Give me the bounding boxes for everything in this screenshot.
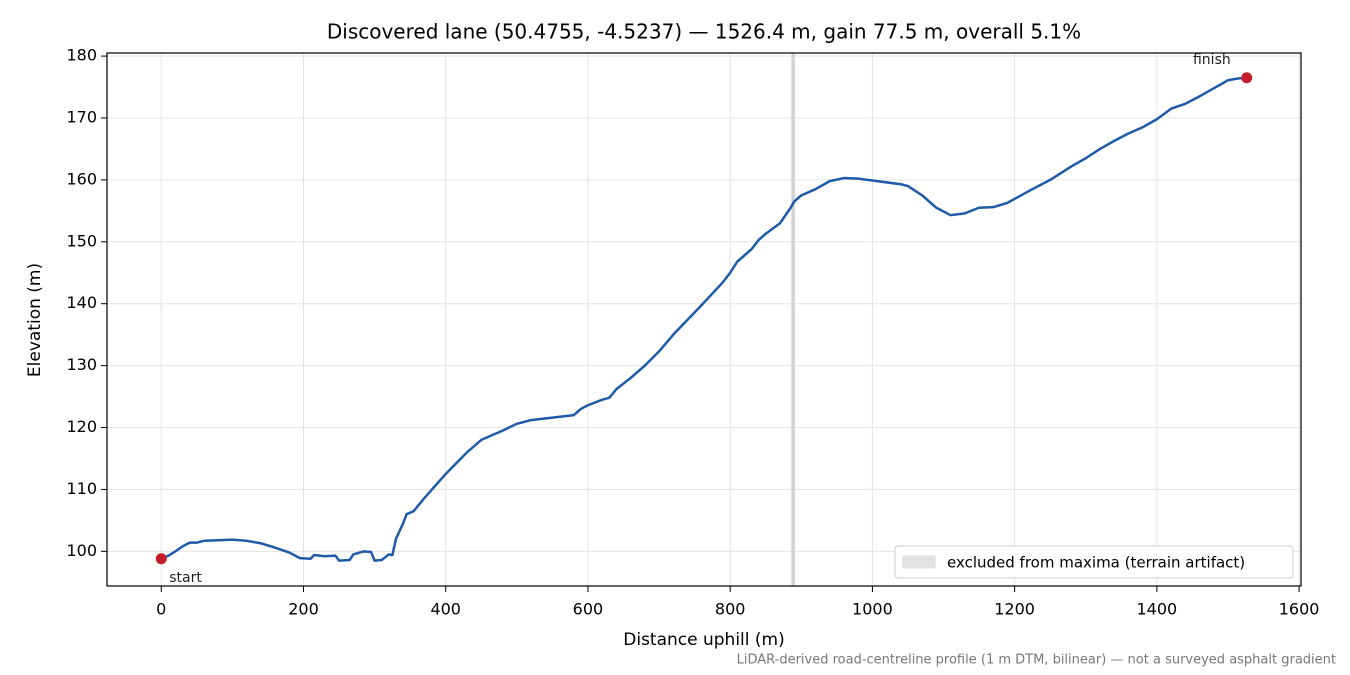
- legend-box: [894, 545, 1294, 579]
- legend-label: excluded from maxima (terrain artifact): [947, 554, 1245, 572]
- legend-swatch: [902, 555, 936, 569]
- endpoint-marker: [1241, 72, 1253, 84]
- y-tick-label: 170: [66, 108, 97, 127]
- chart-title: Discovered lane (50.4755, -4.5237) — 152…: [327, 20, 1081, 44]
- elevation-line: [160, 76, 1247, 562]
- y-tick-label: 160: [66, 169, 97, 188]
- y-tick-label: 120: [66, 417, 97, 436]
- y-tick-label: 140: [66, 293, 97, 312]
- x-tick-label: 1000: [852, 600, 893, 619]
- x-tick-label: 600: [573, 600, 604, 619]
- y-tick-label: 110: [66, 479, 97, 498]
- x-tick-label: 0: [156, 600, 166, 619]
- footnote: LiDAR-derived road-centreline profile (1…: [737, 653, 1336, 668]
- endpoint-label: finish: [1193, 52, 1231, 68]
- excluded-span: [791, 53, 795, 586]
- y-axis-label: Elevation (m): [25, 263, 45, 377]
- x-tick-label: 1600: [1279, 600, 1320, 619]
- x-tick-label: 1400: [1136, 600, 1177, 619]
- y-tick-label: 150: [66, 231, 97, 250]
- x-tick-label: 800: [715, 600, 746, 619]
- y-tick-label: 100: [66, 541, 97, 560]
- endpoint-marker: [155, 553, 167, 565]
- x-tick-label: 400: [430, 600, 461, 619]
- y-tick-label: 180: [66, 46, 97, 65]
- plot-frame: [106, 52, 1302, 587]
- y-tick-label: 130: [66, 355, 97, 374]
- endpoint-label: start: [169, 570, 202, 586]
- x-tick-label: 200: [288, 600, 319, 619]
- x-axis-label: Distance uphill (m): [623, 630, 784, 650]
- x-tick-label: 1200: [994, 600, 1035, 619]
